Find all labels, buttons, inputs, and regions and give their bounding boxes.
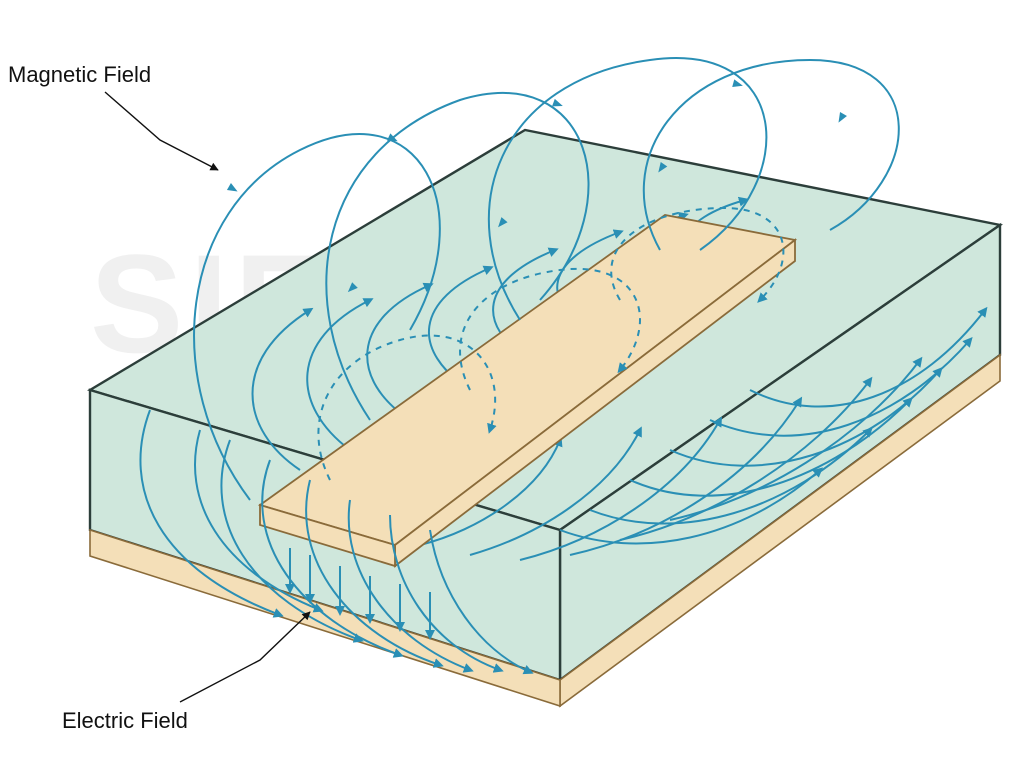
label-magnetic-field: Magnetic Field	[8, 62, 151, 88]
diagram-stage: SIERRA CIRCUITS Magnetic Field Electric …	[0, 0, 1024, 776]
label-electric-field: Electric Field	[62, 708, 188, 734]
diagram-svg	[0, 0, 1024, 776]
